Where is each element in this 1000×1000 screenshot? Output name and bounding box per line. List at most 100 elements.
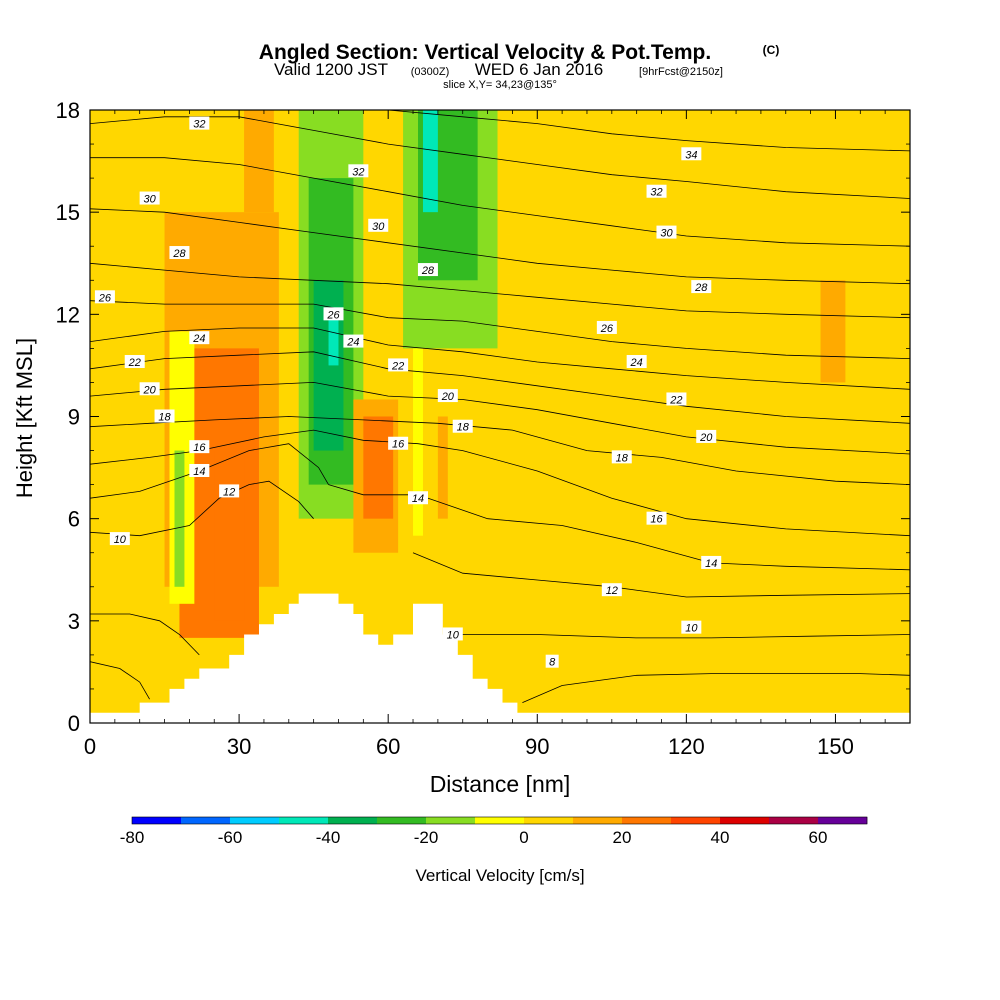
colorbar-swatch xyxy=(769,817,819,824)
contour-label: 28 xyxy=(169,246,190,260)
contour-label-text: 30 xyxy=(372,221,385,233)
contour-label-bg xyxy=(646,511,667,525)
contour-label-bg xyxy=(545,654,559,668)
contour-label-text: 32 xyxy=(193,119,205,131)
contour-label-bg xyxy=(442,627,463,641)
contour-label-bg xyxy=(681,147,702,161)
chart-title: Angled Section: Vertical Velocity & Pot.… xyxy=(259,41,711,64)
contour-label-bg xyxy=(696,429,717,443)
colorbar-swatch xyxy=(132,817,182,824)
contour-label: 34 xyxy=(681,147,702,161)
contour-label-text: 14 xyxy=(705,558,717,570)
contour-label-text: 32 xyxy=(352,166,364,178)
contour-label: 24 xyxy=(626,355,647,369)
subtitle-valid: Valid 1200 JST xyxy=(274,60,388,79)
contour-line-14 xyxy=(328,484,910,571)
contour-label-text: 20 xyxy=(143,384,157,396)
contour-label: 32 xyxy=(348,164,369,178)
contour-line-20 xyxy=(90,381,910,455)
contour-label-bg xyxy=(169,246,190,260)
contour-label-text: 14 xyxy=(193,466,205,478)
contour-label: 16 xyxy=(646,511,667,526)
contour-label: 18 xyxy=(452,419,473,434)
contour-label-text: 24 xyxy=(630,357,643,369)
contour-label: 16 xyxy=(189,440,210,454)
contour-label-text: 32 xyxy=(650,187,662,199)
contour-label: 8 xyxy=(545,654,559,669)
y-tick-label: 0 xyxy=(68,711,80,736)
y-axis: 0 3 6 9 12 15 18 xyxy=(56,98,910,736)
velocity-field xyxy=(90,110,910,723)
contour-label-bg xyxy=(596,320,617,334)
contour-label-bg xyxy=(323,307,344,321)
contour-label-text: 28 xyxy=(694,282,708,294)
contour-label-bg xyxy=(701,555,722,569)
plot-area: 32 32 34 30 32 30 30 28 28 28 26 26 26 24 24 24 22 22 22 20… xyxy=(90,110,910,723)
contour-label: 20 xyxy=(437,389,458,403)
colorbar-swatch xyxy=(573,817,623,824)
contour-label-text: 16 xyxy=(650,514,663,526)
contour-label-bg xyxy=(189,440,210,454)
contour-label: 22 xyxy=(666,392,687,406)
contour-label: 12 xyxy=(219,484,240,498)
contour-label-bg xyxy=(139,382,160,396)
contour-label-bg xyxy=(139,191,160,205)
contour-label-text: 26 xyxy=(98,292,112,304)
colorbar-swatch xyxy=(328,817,378,824)
colorbar-swatch xyxy=(377,817,427,824)
contour-label: 24 xyxy=(343,334,364,349)
contour-label: 20 xyxy=(139,382,160,396)
contour-label-text: 20 xyxy=(699,432,713,444)
colorbar: -80 -60 -40 -20 0 20 40 60 xyxy=(120,816,868,847)
colorbar-tick-label: -60 xyxy=(218,828,243,847)
velocity-cell xyxy=(244,110,274,213)
contour-label-text: 34 xyxy=(685,149,697,161)
colorbar-swatch xyxy=(524,817,574,824)
contour-label: 14 xyxy=(189,463,210,478)
contour-label-bg xyxy=(154,409,175,423)
contour-label: 30 xyxy=(368,218,389,233)
velocity-cell xyxy=(174,450,185,587)
contour-line-8 xyxy=(90,661,150,700)
contour-label: 14 xyxy=(408,491,428,505)
contour-label: 18 xyxy=(611,450,632,464)
y-axis-label: Height [Kft MSL] xyxy=(12,338,37,498)
x-tick-label: 0 xyxy=(84,734,96,759)
x-axis: 0 30 60 90 120 150 xyxy=(84,110,886,759)
contour-label: 16 xyxy=(388,436,409,451)
contour-label-text: 10 xyxy=(114,534,127,546)
contour-label-text: 18 xyxy=(457,422,470,434)
contour-label-bg xyxy=(219,484,240,498)
contour-label-bg xyxy=(94,290,115,304)
x-tick-label: 120 xyxy=(668,734,705,759)
colorbar-swatch xyxy=(181,817,231,824)
chart-subtitle: Valid 1200 JST (0300Z) WED 6 Jan 2016 [9… xyxy=(274,60,723,91)
subtitle-slice: slice X,Y= 34,23@135° xyxy=(443,79,557,91)
contour-label: 22 xyxy=(388,358,409,372)
contour-line-30 xyxy=(90,208,910,285)
contour-label-bg xyxy=(417,263,438,277)
contour-label: 10 xyxy=(442,627,463,641)
subtitle-forecast: [9hrFcst@2150z] xyxy=(639,66,723,78)
colorbar-swatch xyxy=(720,817,770,824)
contour-label: 26 xyxy=(94,290,115,304)
terrain xyxy=(90,593,910,723)
subtitle-utc: (0300Z) xyxy=(411,66,450,78)
x-tick-label: 90 xyxy=(525,734,549,759)
colorbar-tick-label: -20 xyxy=(414,828,439,847)
velocity-cell xyxy=(90,552,140,723)
contour-label: 30 xyxy=(656,225,677,240)
contour-label-text: 30 xyxy=(144,194,157,206)
contour-line-8 xyxy=(522,673,910,703)
contour-line-14 xyxy=(90,443,329,499)
contour-label-bg xyxy=(189,463,210,477)
colorbar-tick-label: 0 xyxy=(519,828,528,847)
contour-line-24 xyxy=(90,327,910,390)
contour-label: 22 xyxy=(124,355,145,369)
contour-label-bg xyxy=(611,450,632,464)
contour-line-10 xyxy=(90,613,200,656)
contour-label: 10 xyxy=(681,620,702,635)
contour-label: 26 xyxy=(323,307,344,321)
contour-label-text: 18 xyxy=(616,452,629,464)
